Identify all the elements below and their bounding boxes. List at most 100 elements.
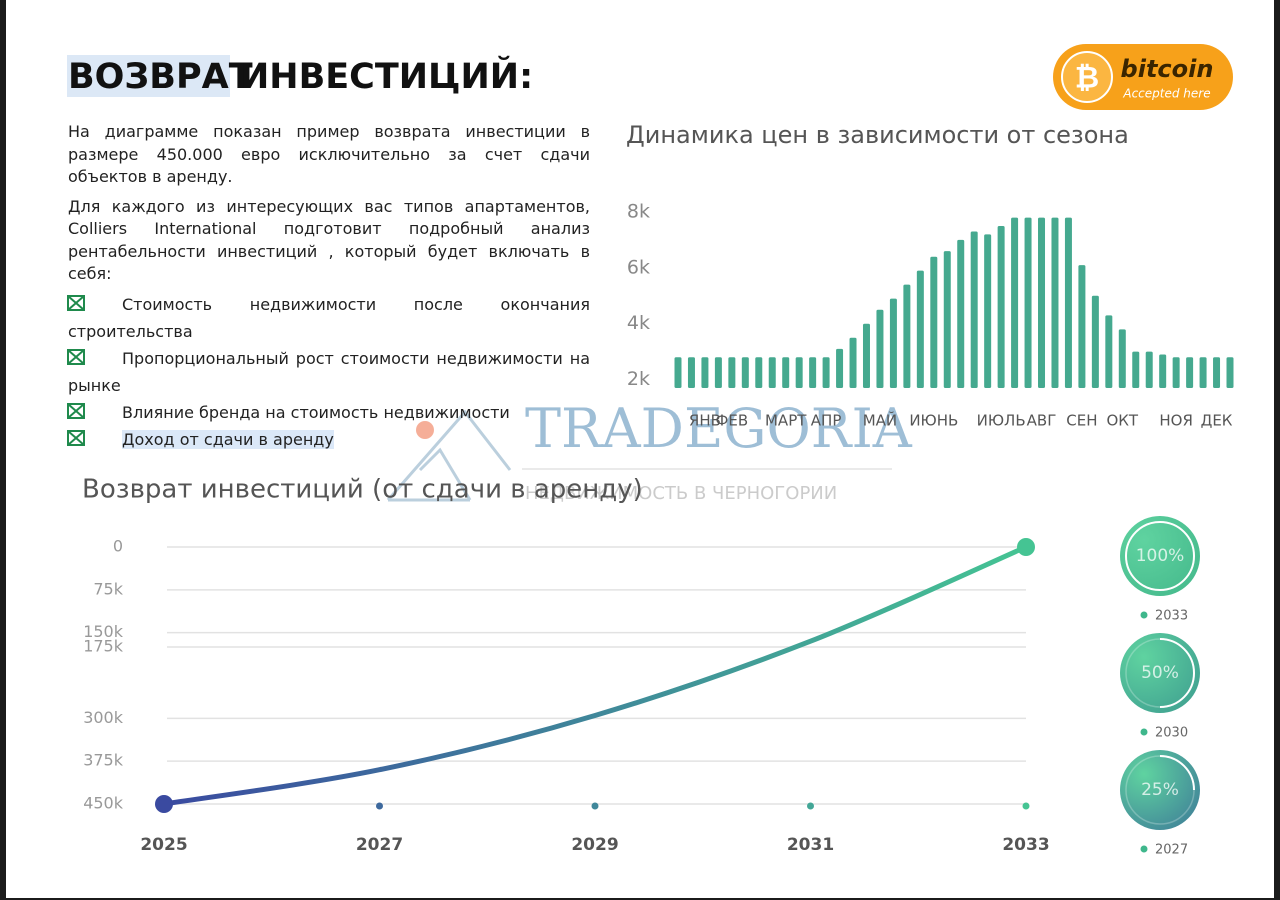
y-tick-label: 300k xyxy=(83,708,124,727)
y-tick-label: 150k xyxy=(83,622,124,641)
bar xyxy=(1105,315,1113,388)
bullet-icon xyxy=(67,403,85,419)
bar xyxy=(1064,217,1072,388)
title-highlight-bg xyxy=(67,55,230,97)
bullet-icons xyxy=(67,295,85,446)
bullet: Пропорциональный рост стоимости недвижим… xyxy=(68,349,590,395)
x-tick-label: 2029 xyxy=(571,835,618,855)
bar xyxy=(795,357,803,388)
bar xyxy=(943,251,951,388)
bar xyxy=(741,357,749,388)
ring-arc xyxy=(1125,755,1195,825)
legend-label: 2030 xyxy=(1155,726,1188,741)
bar xyxy=(916,270,924,388)
x-tick-mark xyxy=(591,802,599,810)
bullet-icon xyxy=(67,295,85,311)
bar xyxy=(836,348,844,388)
legend-dot xyxy=(1140,845,1148,853)
legend-dot xyxy=(1140,611,1148,619)
title: ИНВЕСТИЦИЙ: xyxy=(240,55,533,97)
legend-label: 2033 xyxy=(1155,609,1188,624)
y-tick-label: 175k xyxy=(83,636,124,655)
bar xyxy=(930,256,938,388)
x-tick-label: АПР xyxy=(811,412,842,430)
x-tick-label: МАРТ xyxy=(765,412,807,430)
watermark-name: TRADEGORIA xyxy=(525,397,913,460)
card xyxy=(6,0,1274,898)
y-tick-label: 375k xyxy=(83,751,124,770)
bullet: Доход от сдачи в аренду xyxy=(68,426,590,453)
bar xyxy=(957,239,965,388)
x-tick-label: ФЕВ xyxy=(716,412,749,430)
end-point xyxy=(155,795,173,813)
x-tick-mark xyxy=(807,802,814,810)
intro: На диаграмме показан пример возврата инв… xyxy=(68,121,590,286)
watermark: TRADEGORIA НЕДВИЖИМОСТЬ В ЧЕРНОГОРИИ xyxy=(386,397,913,504)
bar xyxy=(1172,357,1180,388)
x-tick-label: ИЮНЬ xyxy=(909,412,958,430)
x-tick-label: 2027 xyxy=(356,835,403,855)
bar xyxy=(1226,357,1234,388)
legend-label: 2027 xyxy=(1155,843,1188,858)
watermark-tagline: НЕДВИЖИМОСТЬ В ЧЕРНОГОРИИ xyxy=(525,483,837,504)
bar xyxy=(1159,354,1167,388)
chart-title: Возврат инвестиций (от сдачи в аренду) xyxy=(82,475,643,505)
bar xyxy=(849,337,857,388)
x-tick-label: 2031 xyxy=(787,835,834,855)
y-tick-label: 75k xyxy=(93,579,123,598)
ring-disc xyxy=(1120,633,1200,713)
bullet-text: Доход от сдачи в аренду xyxy=(122,430,334,449)
bar xyxy=(1213,357,1221,388)
bar xyxy=(1011,217,1019,388)
x-tick-label: ОКТ xyxy=(1106,412,1138,430)
x-tick-label: МАЙ xyxy=(863,411,897,430)
bar xyxy=(903,284,911,388)
badge-symbol: ₿ xyxy=(1075,61,1099,96)
bar xyxy=(1132,351,1140,388)
ring-arc xyxy=(1125,521,1195,591)
watermark-dot xyxy=(416,421,434,439)
paragraph: На диаграмме показан пример возврата инв… xyxy=(68,122,590,186)
bar xyxy=(997,225,1005,388)
line xyxy=(161,544,1029,807)
x-tick-label: ДЕК xyxy=(1201,412,1233,430)
x-tick-label: НОЯ xyxy=(1159,412,1193,430)
bar xyxy=(876,309,884,388)
x-tick-label: СЕН xyxy=(1066,412,1097,430)
ring-label: 25% xyxy=(1141,780,1179,800)
bar xyxy=(862,323,870,388)
badge-tagline: Accepted here xyxy=(1122,87,1210,101)
ring-disc xyxy=(1120,750,1200,830)
bar xyxy=(1024,217,1032,388)
bar xyxy=(984,234,992,388)
bar xyxy=(1199,357,1207,388)
bar xyxy=(674,357,682,388)
ring-arc xyxy=(1125,638,1195,708)
ring-disc xyxy=(1120,516,1200,596)
bar xyxy=(889,298,897,388)
bar xyxy=(1186,357,1194,388)
bar xyxy=(1145,351,1153,388)
bullet-icon xyxy=(67,430,85,446)
y-tick-label: 6k xyxy=(627,256,650,278)
x-tick-mark xyxy=(376,802,383,810)
y-tick-label: 2k xyxy=(627,368,650,390)
bar xyxy=(782,357,790,388)
bullet-icon xyxy=(67,349,85,365)
watermark-logo xyxy=(386,409,512,502)
bar xyxy=(701,357,709,388)
y-tick-label: 8k xyxy=(627,201,650,223)
x-tick-label: ИЮЛЬ xyxy=(977,412,1026,430)
title-highlight: ВОЗВРАТ xyxy=(68,57,253,97)
bar xyxy=(1091,295,1099,388)
bar xyxy=(809,357,817,388)
x-tick-label: 2025 xyxy=(140,835,187,855)
end-point xyxy=(1017,538,1035,556)
bar xyxy=(1118,329,1126,388)
badge-name: bitcoin xyxy=(1121,55,1214,83)
ring-label: 100% xyxy=(1136,546,1185,566)
y-tick-label: 0 xyxy=(113,537,123,556)
x-tick-label: 2033 xyxy=(1002,835,1049,855)
